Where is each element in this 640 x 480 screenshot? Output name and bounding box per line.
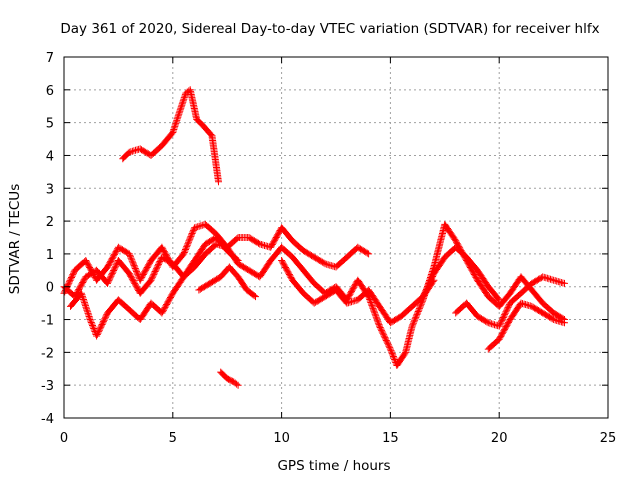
series-arc-h-markers	[484, 299, 568, 353]
y-tick-label: 2	[46, 215, 54, 230]
y-tick-label: 3	[46, 182, 54, 197]
chart-title: Day 361 of 2020, Sidereal Day-to-day VTE…	[60, 21, 599, 37]
y-tick-label: -2	[41, 346, 54, 361]
y-tick-label: 5	[46, 117, 54, 132]
grid-layer	[64, 57, 608, 418]
series-low-arc-markers	[217, 368, 242, 389]
x-axis-ticks: 0 5 10 15 20 25	[60, 57, 616, 446]
x-tick-label: 0	[60, 431, 68, 446]
y-tick-label: 0	[46, 281, 54, 296]
x-tick-label: 25	[600, 431, 617, 446]
y-tick-label: 1	[46, 248, 54, 263]
x-tick-label: 10	[273, 431, 290, 446]
series-arc-d-markers	[195, 263, 259, 301]
y-tick-label: -1	[41, 314, 54, 329]
series-arc-c-markers	[67, 234, 242, 340]
y-tick-label: 4	[46, 149, 54, 164]
series-arc-f-markers	[419, 243, 503, 304]
x-tick-label: 5	[169, 431, 177, 446]
series-arc-g-markers	[452, 273, 568, 330]
y-tick-label: 7	[46, 51, 54, 66]
x-tick-label: 15	[382, 431, 399, 446]
x-axis-label: GPS time / hours	[277, 458, 390, 474]
data-points	[60, 86, 568, 389]
y-tick-label: -3	[41, 379, 54, 394]
y-tick-label: 6	[46, 84, 54, 99]
y-axis-ticks: -4 -3 -2 -1 0 1 2 3 4 5 6 7	[41, 51, 608, 427]
y-axis-label: SDTVAR / TECUs	[7, 184, 23, 294]
y-tick-label: -4	[41, 412, 54, 427]
series-arc-e-markers	[278, 257, 438, 327]
series-high-arc-markers	[119, 86, 222, 186]
plot-frame	[63, 56, 609, 419]
x-tick-label: 20	[491, 431, 508, 446]
